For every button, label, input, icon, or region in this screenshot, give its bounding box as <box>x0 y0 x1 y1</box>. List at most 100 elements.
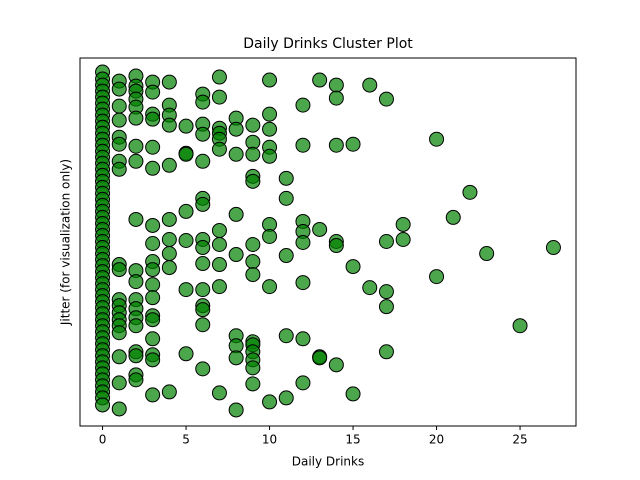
point <box>145 331 161 347</box>
point <box>211 69 227 85</box>
point <box>245 376 261 392</box>
point <box>161 384 177 400</box>
point <box>145 111 161 127</box>
point <box>395 231 411 247</box>
point <box>278 328 294 344</box>
point <box>228 350 244 366</box>
point <box>195 153 211 169</box>
point <box>295 375 311 391</box>
point <box>111 136 127 152</box>
point <box>262 121 278 137</box>
point <box>145 312 161 328</box>
point <box>95 397 111 413</box>
point <box>278 190 294 206</box>
point <box>111 401 127 417</box>
point <box>161 157 177 173</box>
x-tick-label: 5 <box>182 433 190 447</box>
point <box>228 146 244 162</box>
point <box>429 131 445 147</box>
x-tick-label: 0 <box>99 433 107 447</box>
point <box>228 121 244 137</box>
point <box>345 136 361 152</box>
point <box>429 269 445 285</box>
point <box>111 262 127 278</box>
point <box>111 325 127 341</box>
point <box>111 375 127 391</box>
point <box>228 402 244 418</box>
point <box>262 394 278 410</box>
point <box>111 112 127 128</box>
point <box>195 361 211 377</box>
point <box>178 282 194 298</box>
point <box>262 72 278 88</box>
point <box>262 148 278 164</box>
point <box>195 317 211 333</box>
point <box>128 211 144 227</box>
point <box>378 233 394 249</box>
point <box>345 259 361 275</box>
point <box>178 346 194 362</box>
point <box>312 350 328 366</box>
point <box>145 277 161 293</box>
point <box>295 275 311 291</box>
point <box>178 146 194 162</box>
point <box>128 110 144 126</box>
point <box>128 372 144 388</box>
point <box>145 160 161 176</box>
point <box>178 203 194 219</box>
point <box>161 231 177 247</box>
point <box>128 318 144 334</box>
point <box>445 209 461 225</box>
point <box>228 206 244 222</box>
point <box>295 137 311 153</box>
point <box>161 260 177 276</box>
point <box>328 90 344 106</box>
point <box>211 141 227 157</box>
point <box>245 267 261 283</box>
point <box>128 138 144 154</box>
x-tick-label: 20 <box>429 433 444 447</box>
point <box>128 348 144 364</box>
point <box>245 237 261 253</box>
point <box>378 344 394 360</box>
point <box>328 357 344 373</box>
point <box>195 94 211 110</box>
x-axis-label: Daily Drinks <box>292 455 365 469</box>
point <box>228 247 244 263</box>
point <box>245 117 261 133</box>
point <box>145 262 161 278</box>
point <box>278 248 294 264</box>
point <box>195 240 211 256</box>
point <box>161 74 177 90</box>
point <box>479 246 495 262</box>
point <box>312 72 328 88</box>
point <box>195 126 211 142</box>
point <box>145 387 161 403</box>
point <box>195 196 211 212</box>
point <box>211 89 227 105</box>
chart-title: Daily Drinks Cluster Plot <box>243 36 413 52</box>
point <box>145 84 161 100</box>
point <box>245 254 261 270</box>
point <box>161 246 177 262</box>
point <box>145 236 161 252</box>
point <box>462 184 478 200</box>
point <box>211 279 227 295</box>
point <box>328 137 344 153</box>
point <box>278 170 294 186</box>
point <box>378 91 394 107</box>
point <box>295 235 311 251</box>
point <box>145 139 161 155</box>
point <box>345 386 361 402</box>
point <box>145 217 161 233</box>
plot-frame <box>79 57 577 427</box>
point <box>128 274 144 290</box>
x-tick-label: 10 <box>262 433 277 447</box>
point <box>128 153 144 169</box>
point <box>262 106 278 122</box>
point <box>195 256 211 272</box>
point <box>178 118 194 134</box>
point <box>362 77 378 93</box>
